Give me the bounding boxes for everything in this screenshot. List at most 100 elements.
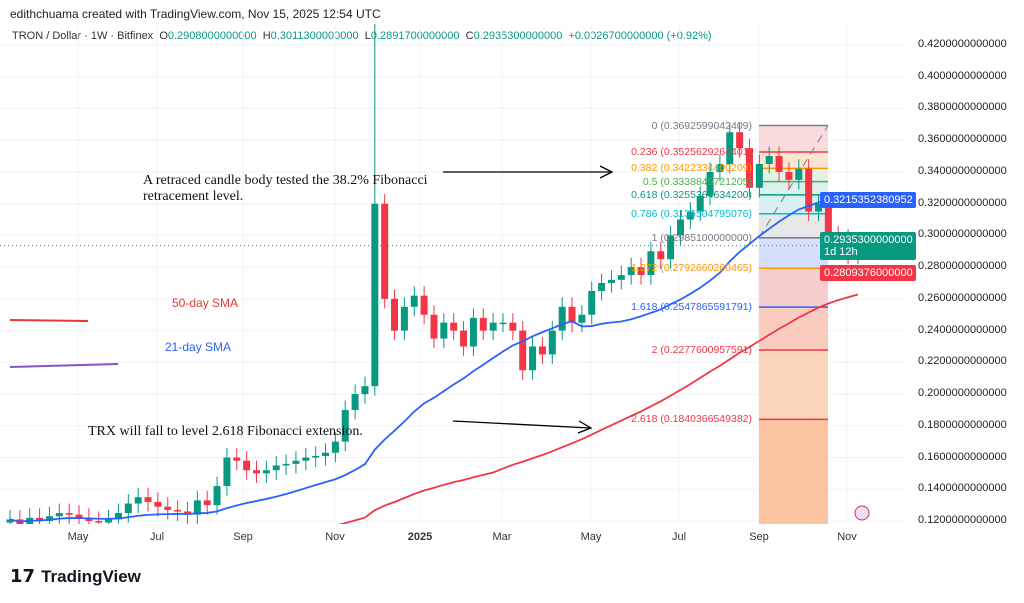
candle-body — [548, 330, 556, 355]
candle-body — [114, 513, 122, 520]
candle-body — [213, 486, 221, 506]
arrow-head-icon — [577, 420, 593, 434]
candle-body — [371, 203, 379, 387]
candle-body — [420, 295, 428, 315]
candle-body — [65, 513, 73, 515]
price-tick: 0.3000000000000 — [918, 228, 1007, 241]
candle-body — [637, 267, 645, 276]
candle-body — [203, 500, 211, 506]
fib-zone — [759, 213, 828, 238]
candle-body — [174, 509, 182, 512]
candle-body — [36, 517, 44, 521]
candle-body — [460, 330, 468, 347]
candle-body — [400, 306, 408, 331]
fib-zone — [759, 307, 828, 351]
candle-body — [272, 465, 280, 471]
candle-body — [519, 330, 527, 371]
candle-body — [134, 497, 142, 504]
candle-body — [312, 455, 320, 458]
price-tick: 0.1200000000000 — [918, 514, 1007, 526]
close-value: 0.2935300000000 — [473, 30, 563, 42]
fall-annotation: TRX will fall to level 2.618 Fibonacci e… — [88, 424, 363, 439]
candle-body — [381, 203, 389, 299]
price-tick: 0.3200000000000 — [918, 196, 1007, 209]
fib-level-label: 0.5 (0.3338849721205) — [642, 175, 752, 188]
candle-body — [755, 164, 763, 188]
last-price-label: 0.2935300000000 1d 12h — [820, 232, 916, 260]
retrace-annotation: A retraced candle body tested the 38.2% … — [143, 173, 428, 204]
price-tick: 0.1400000000000 — [918, 482, 1007, 495]
candle-body — [815, 203, 823, 212]
price-chart[interactable] — [0, 24, 910, 529]
price-tick: 0.2400000000000 — [918, 323, 1007, 336]
candle-body — [607, 279, 615, 283]
price-tick: 0.1600000000000 — [918, 450, 1007, 463]
candle-body — [617, 275, 625, 280]
fib-zone — [759, 237, 828, 269]
price-tick: 0.4200000000000 — [918, 38, 1007, 50]
low-label: L — [364, 30, 371, 42]
candle-body — [627, 267, 635, 276]
price-tick: 0.2600000000000 — [918, 291, 1007, 304]
fib-level-label: 2 (0.2277600957591) — [651, 344, 752, 357]
candle-body — [686, 211, 694, 220]
time-tick: Nov — [837, 531, 857, 543]
fib-level-label: 2.618 (0.1840366549382) — [631, 413, 752, 426]
candle-body — [538, 346, 546, 355]
candle-body — [558, 306, 566, 331]
tv-logo-icon: 𝟭𝟳 — [10, 566, 36, 586]
flag-icon — [854, 505, 870, 521]
fib-zone — [759, 125, 828, 153]
candle-body — [183, 511, 191, 515]
candle-body — [578, 314, 586, 323]
candle-body — [361, 386, 369, 395]
candle-body — [322, 452, 330, 456]
last-price: 0.2935300000000 — [824, 234, 913, 246]
candle-body — [509, 322, 517, 331]
candle-body — [667, 235, 675, 260]
candle-body — [440, 322, 448, 339]
time-tick: Jul — [149, 531, 165, 543]
time-tick: Sep — [233, 531, 253, 543]
high-value: 0.3011300000000 — [270, 30, 359, 42]
time-tick: May — [67, 531, 89, 543]
candle-body — [795, 168, 803, 180]
time-tick: Jul — [671, 531, 687, 543]
candle-body — [765, 156, 773, 164]
candle-body — [233, 457, 241, 461]
candle-body — [716, 164, 724, 172]
time-tick: Sep — [749, 531, 769, 543]
candle-body — [726, 132, 734, 164]
candle-body — [193, 500, 201, 515]
candle-body — [85, 517, 93, 521]
bar-countdown: 1d 12h — [824, 246, 858, 258]
sma21-price-label: 0.3215352380952 — [820, 192, 916, 208]
candle-body — [55, 513, 63, 517]
candle-body — [243, 460, 251, 471]
fib-level-label: 1.272 (0.2792660260465) — [631, 262, 752, 275]
price-tick: 0.2800000000000 — [918, 260, 1007, 273]
high-label: H — [262, 30, 271, 42]
price-tick: 0.3800000000000 — [918, 101, 1007, 114]
fib-zone — [759, 181, 828, 195]
candle-body — [469, 317, 477, 347]
candle-body — [805, 168, 813, 212]
sma50-legend-line — [9, 319, 89, 322]
change-value: +0.0026700000000 (+0.92%) — [568, 30, 712, 42]
candle-body — [450, 322, 458, 331]
tradingview-logo[interactable]: 𝟭𝟳 TradingView — [10, 566, 141, 587]
candle-body — [499, 322, 507, 325]
candle-body — [341, 409, 349, 442]
time-tick: May — [580, 531, 602, 543]
price-tick: 0.4000000000000 — [918, 69, 1007, 82]
time-tick: 2025 — [407, 531, 433, 543]
candle-body — [95, 521, 103, 523]
low-value: 0.2891700000000 — [370, 30, 460, 42]
fib-level-label: 1 (0.2985100000000) — [651, 231, 752, 244]
brand-name: TradingView — [41, 566, 141, 586]
fib-level-label: 0.236 (0.3525629264401) — [631, 146, 752, 158]
chart-credit: edithchuama created with TradingView.com… — [10, 7, 381, 21]
fib-level-label: 0.382 (0.3422334409209) — [631, 162, 752, 175]
sma21-line — [9, 196, 858, 523]
symbol-name[interactable]: TRON / Dollar · 1W · Bitfinex — [12, 30, 154, 42]
